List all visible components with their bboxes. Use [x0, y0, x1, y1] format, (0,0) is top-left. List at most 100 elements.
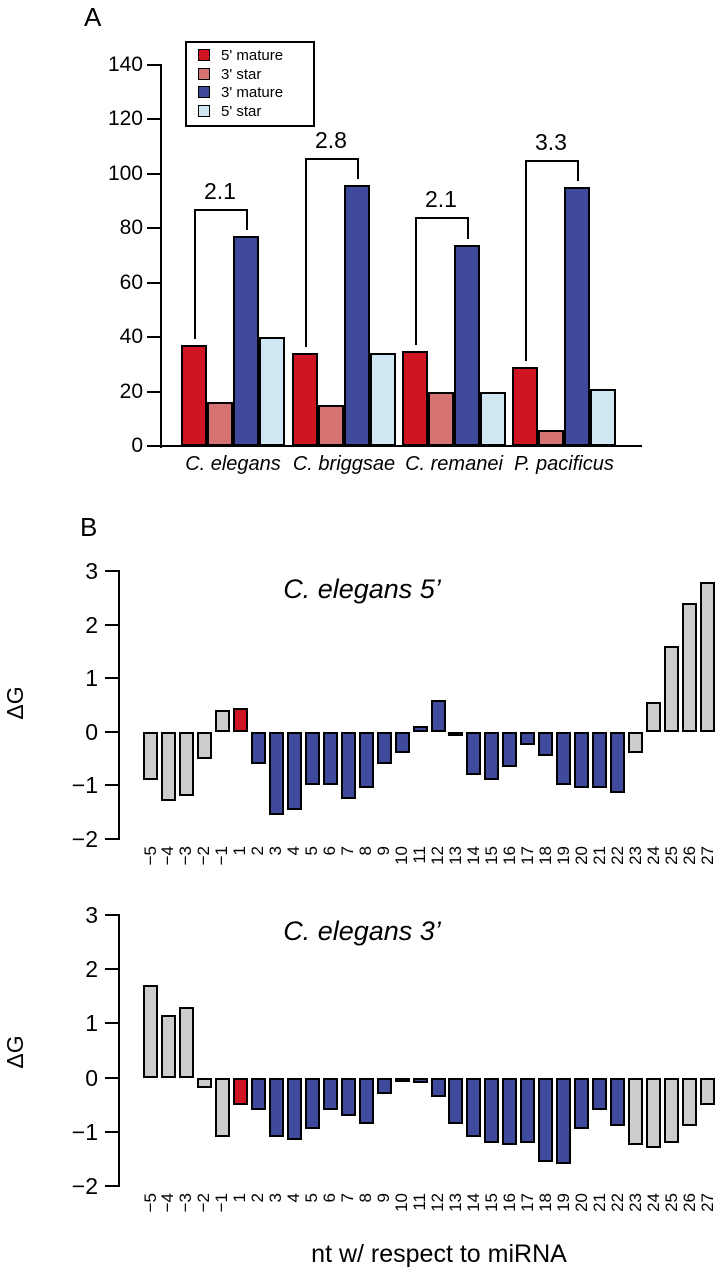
- celegans-5prime-bar-pos-23: [628, 731, 644, 754]
- panel-a-y-tick-label: 20: [119, 379, 143, 403]
- celegans-3prime-bar-pos-9: [376, 1077, 392, 1094]
- x-axis-label: nt w/ respect to miRNA: [311, 1240, 567, 1268]
- celegans-3prime-x-tick-label: 20: [571, 1193, 591, 1212]
- celegans-3prime-bar-pos-24: [646, 1077, 662, 1149]
- celegans-3prime-x-tick-label: 2: [248, 1193, 268, 1203]
- legend-label-2: 3' mature: [221, 84, 284, 101]
- celegans-5prime-x-tick-label: 14: [463, 846, 483, 865]
- panel-a-y-tick: [147, 227, 160, 230]
- celegans-3prime-x-tick-label: −5: [140, 1193, 160, 1213]
- panel-a-y-tick: [147, 336, 160, 339]
- panel-a-group-label: C. elegans: [185, 453, 281, 475]
- celegans-3prime-x-tick-label: 6: [320, 1193, 340, 1203]
- celegans-5prime-y-tick-label: 0: [85, 718, 98, 745]
- panel-a-bracket-left: [305, 157, 307, 348]
- panel-a-y-tick-label: 0: [131, 434, 143, 457]
- celegans-5prime-bar-pos-−1: [214, 710, 230, 732]
- celegans-3prime-x-tick-label: 7: [338, 1193, 358, 1203]
- celegans-5prime-x-tick-label: 13: [445, 846, 465, 865]
- celegans-3prime-x-tick-label: 23: [625, 1193, 645, 1212]
- celegans-3prime-x-tick-label: 27: [697, 1193, 717, 1212]
- celegans-5prime-x-tick-label: 17: [517, 846, 537, 865]
- celegans-5prime-x-tick-label: 23: [625, 846, 645, 865]
- celegans-5prime-bar-pos-15: [484, 731, 500, 781]
- celegans-5prime-bar-pos-1: [232, 707, 248, 732]
- panel-a-bracket-left: [525, 160, 527, 362]
- panel-a-y-axis-line: [160, 64, 162, 448]
- panel-a-y-tick-label: 100: [107, 161, 143, 185]
- celegans-5prime-bar-pos-14: [466, 731, 482, 775]
- celegans-3prime-y-tick-label: 0: [85, 1064, 98, 1091]
- celegans-3prime-x-tick-label: 11: [410, 1193, 430, 1211]
- celegans-3prime-y-tick: [105, 1130, 118, 1133]
- celegans-3prime-bar-pos-10: [394, 1077, 410, 1082]
- panel-a-baseline: [160, 444, 642, 447]
- celegans-3prime-y-tick-label: 1: [85, 1010, 98, 1037]
- panel-a-ratio-label: 3.3: [535, 129, 567, 156]
- celegans-5prime-y-tick-label: −1: [71, 772, 98, 799]
- panel-a-bar-g3-s1: [538, 429, 564, 446]
- celegans-5prime-y-tick: [105, 838, 118, 840]
- celegans-5prime-x-tick-label: 8: [356, 846, 376, 856]
- celegans-3prime-y-tick: [105, 968, 118, 971]
- celegans-3prime-x-tick-label: −4: [158, 1193, 178, 1213]
- celegans-5prime-x-tick-label: 25: [661, 846, 681, 865]
- celegans-5prime-bar-pos-12: [430, 699, 446, 732]
- panel-a-bar-g3-s0: [512, 367, 538, 446]
- celegans-3prime-bar-pos-−1: [214, 1077, 230, 1138]
- celegans-3prime-x-tick-label: −1: [212, 1193, 232, 1213]
- panel-a-y-tick: [147, 172, 160, 175]
- panel-a-bar-g0-s3: [259, 337, 285, 446]
- celegans-5prime-y-tick: [105, 730, 118, 733]
- celegans-5prime-bar-pos-−2: [196, 731, 212, 759]
- celegans-5prime-x-tick-label: 16: [499, 846, 519, 865]
- celegans-5prime-bar-pos-8: [358, 731, 374, 789]
- celegans-3prime-bar-pos-−4: [160, 1015, 176, 1078]
- celegans-3prime-title: C. elegans 3’: [283, 916, 441, 946]
- celegans-3prime-bar-pos-15: [484, 1077, 500, 1143]
- celegans-5prime-bar-pos-26: [682, 603, 698, 732]
- celegans-5prime-bar-pos-20: [574, 731, 590, 789]
- celegans-5prime-x-tick-label: −2: [194, 846, 214, 866]
- celegans-3prime-x-tick-label: 17: [517, 1193, 537, 1212]
- panel-a-bracket-right: [246, 209, 248, 231]
- celegans-3prime-bar-pos-3: [268, 1077, 284, 1138]
- legend-label-1: 3' star: [221, 65, 262, 83]
- panel-a-ratio-label: 2.1: [204, 178, 236, 205]
- celegans-5prime-bar-pos-16: [502, 731, 518, 767]
- celegans-5prime-bar-pos-22: [610, 731, 626, 794]
- panel-a-bar-g0-s2: [233, 236, 259, 446]
- panel-a-y-tick: [147, 64, 160, 66]
- celegans-3prime-y-tick-label: −2: [71, 1173, 98, 1199]
- panel-a-bar-g1-s1: [318, 405, 344, 446]
- celegans-5prime-x-tick-label: 10: [392, 846, 412, 865]
- panel-a-bar-g0-s1: [207, 402, 233, 446]
- celegans-3prime-x-tick-label: 26: [679, 1193, 699, 1212]
- celegans-5prime-x-tick-label: 6: [320, 846, 340, 856]
- panel-a-y-tick: [147, 390, 160, 393]
- celegans-5prime-bar-pos-−4: [160, 731, 176, 802]
- celegans-5prime-bar-pos-2: [250, 731, 266, 764]
- celegans-3prime-bar-pos-2: [250, 1077, 266, 1111]
- celegans-3prime-bar-pos-23: [628, 1077, 644, 1146]
- celegans-3prime-bar-pos-−2: [196, 1077, 212, 1089]
- celegans-5prime-bar-pos-24: [646, 702, 662, 732]
- celegans-5prime-y-tick-label: −2: [71, 826, 98, 852]
- celegans-3prime-x-tick-label: 3: [266, 1193, 286, 1203]
- panel-a-bar-g3-s3: [590, 388, 616, 446]
- panel-a-y-tick: [147, 445, 160, 447]
- celegans-3prime-bar-pos-25: [664, 1077, 680, 1143]
- celegans-3prime-x-tick-label: 9: [374, 1193, 394, 1203]
- celegans-3prime-x-tick-label: 10: [392, 1193, 412, 1212]
- celegans-5prime-bar-pos-10: [394, 731, 410, 754]
- celegans-5prime-y-axis-line: [118, 570, 120, 840]
- celegans-5prime-bar-pos-18: [538, 731, 554, 756]
- celegans-3prime-bar-pos-18: [538, 1077, 554, 1162]
- celegans-5prime-bar-pos-4: [286, 731, 302, 810]
- panel-a-bracket-left: [194, 209, 196, 340]
- celegans-3prime-x-tick-label: 21: [589, 1193, 609, 1212]
- celegans-3prime-bar-pos-14: [466, 1077, 482, 1138]
- celegans-5prime-y-tick-label: 1: [85, 665, 98, 692]
- celegans-5prime-bar-pos-17: [520, 731, 536, 746]
